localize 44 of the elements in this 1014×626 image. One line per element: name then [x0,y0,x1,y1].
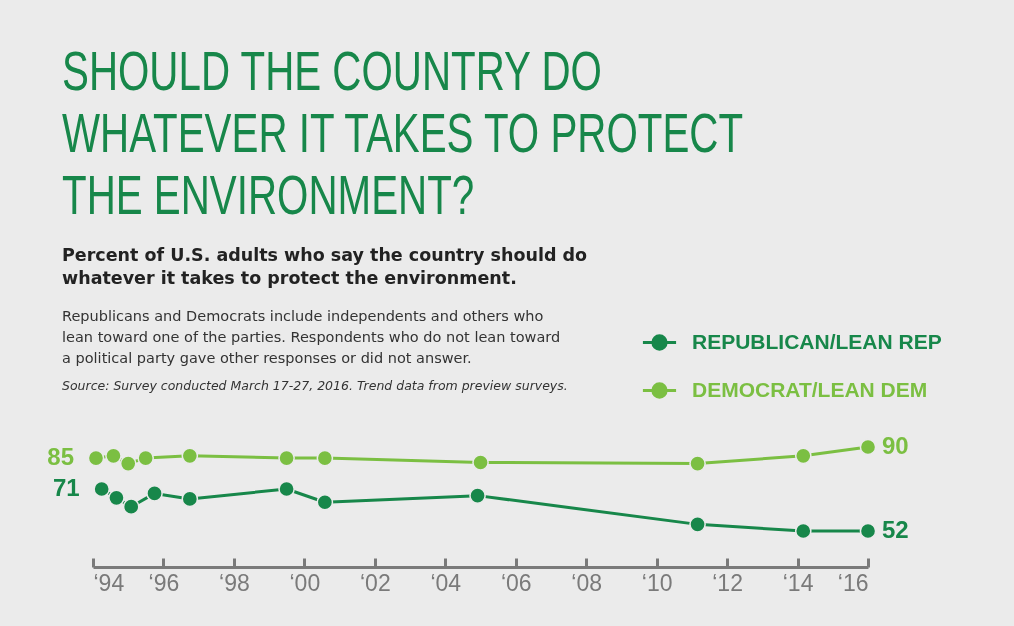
data-label: 52 [882,516,909,543]
legend-label: REPUBLICAN/LEAN REP [692,329,942,353]
x-tick-label: ‘00 [289,569,321,596]
data-label: 85 [47,443,74,471]
x-tick-label: ‘10 [641,569,673,596]
point [146,485,163,502]
point [689,455,706,472]
point [794,447,812,465]
x-tick-label: ‘08 [571,569,603,596]
source-note: Source: Survey conducted March 17-27, 2016. Trend data from preview surveys. [62,377,569,395]
data-label: 71 [52,474,80,501]
point [137,449,154,467]
x-tick-label: ‘16 [837,569,869,596]
point [316,449,334,467]
point [181,447,199,465]
chart-subtitle: Percent of U.S. adults who say the country should do whatever it takes to protect the environment. [62,244,589,290]
text: Republicans and Democrats include independents and others who lean toward one of the parties. Respondents who do not lean toward a political party gave other responses or did not answer. [62,307,562,368]
x-tick-label: ‘96 [148,569,180,596]
x-tick-label: ‘02 [359,569,391,596]
legend-label: DEMOCRAT/LEAN DEM [692,377,928,401]
point [859,522,877,540]
point [316,493,334,511]
chart-title: SHOULD THE COUNTRY DO WHATEVER IT TAKES TO PROTECT THE ENVIRONMENT? [62,39,744,226]
point [278,449,295,467]
point [689,516,706,533]
point [87,449,105,467]
point [93,480,111,498]
point [472,454,489,471]
x-tick-label: ‘12 [712,569,743,596]
point [278,480,295,498]
point [119,455,137,472]
data-label: 90 [882,432,909,459]
point [181,490,199,508]
x-tick-label: ‘06 [500,569,532,596]
point [122,498,140,515]
x-tick-label: ‘04 [430,569,462,596]
x-tick-label: ‘14 [782,569,814,596]
point [105,447,122,465]
x-tick-label: ‘94 [93,569,125,596]
x-tick-label: ‘98 [219,569,250,596]
point [859,438,877,456]
point [469,487,486,504]
point [108,489,125,507]
point [794,522,812,540]
